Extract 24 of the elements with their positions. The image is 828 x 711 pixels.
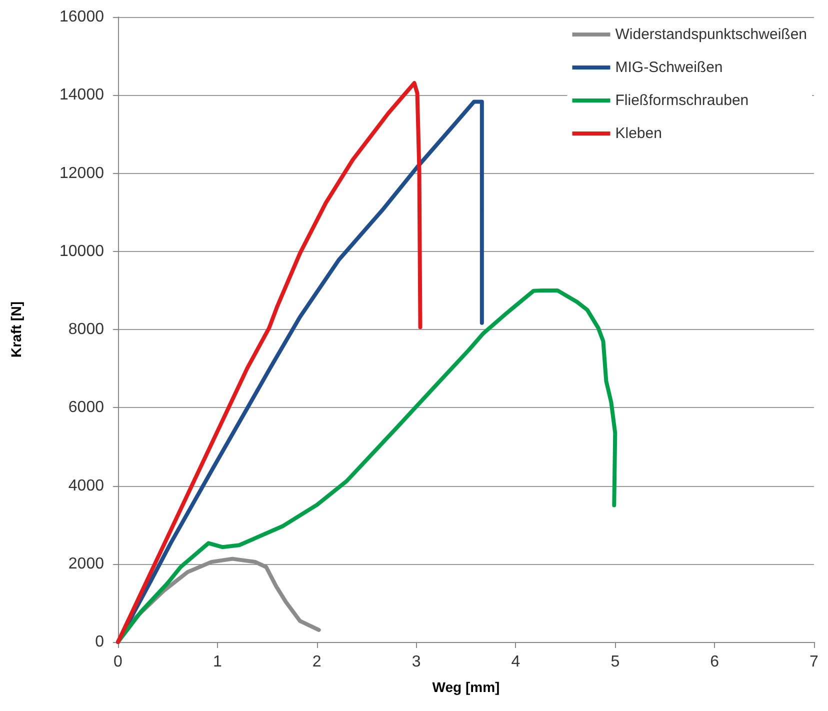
line-series (116, 81, 422, 644)
y-tick-label: 16000 (60, 8, 104, 26)
x-tick-label: 3 (412, 654, 421, 670)
legend-label: Kleben (615, 125, 662, 142)
y-axis-title: Kraft [N] (8, 302, 24, 358)
y-tick-label: 8000 (68, 321, 104, 338)
y-tick-label: 4000 (68, 477, 104, 494)
x-tick-label: 2 (312, 654, 322, 670)
x-tick-label: 1 (212, 654, 222, 670)
x-axis-title: Weg [mm] (432, 679, 500, 695)
legend-label: Widerstandspunktschweißen (615, 26, 808, 43)
y-tick-label: 2000 (68, 555, 104, 572)
legend-label: Fließformschrauben (615, 92, 749, 109)
x-tick-label: 5 (610, 654, 620, 670)
y-tick-label: 12000 (60, 164, 104, 182)
legend-label: MIG-Schweißen (615, 59, 723, 76)
x-tick-label: 6 (710, 654, 720, 670)
x-tick-label: 0 (114, 654, 123, 670)
x-tick-label: 7 (810, 654, 819, 670)
y-tick-label: 0 (95, 634, 104, 650)
y-tick-label: 10000 (60, 242, 104, 260)
y-tick-label: 6000 (68, 399, 104, 416)
y-tick-label: 14000 (60, 86, 104, 104)
x-tick-label: 4 (511, 654, 520, 670)
